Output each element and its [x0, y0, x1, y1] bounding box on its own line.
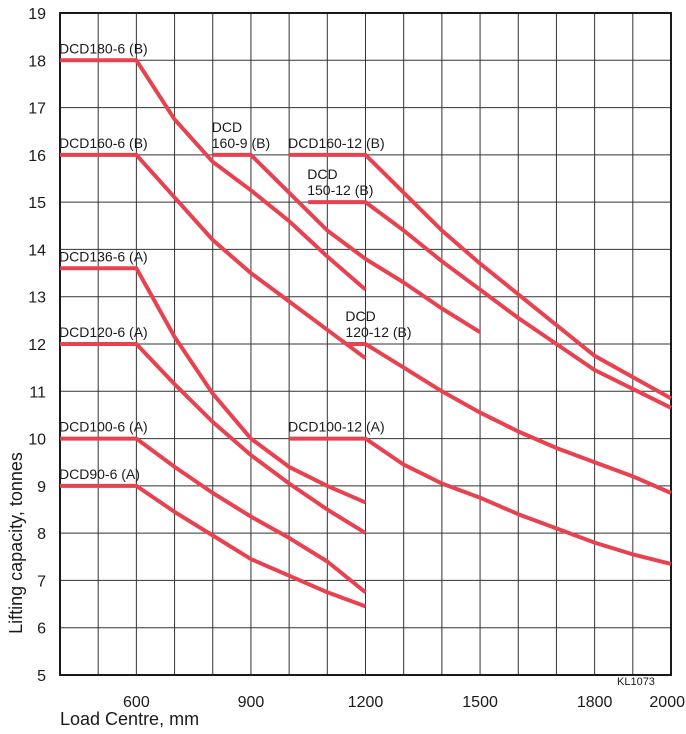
y-tick-label: 19 [28, 6, 46, 23]
y-axis-label: Lifting capacity, tonnes [6, 452, 26, 634]
y-tick-label: 5 [37, 668, 46, 685]
series-label: DCD100-6 (A) [59, 419, 148, 435]
series-line [346, 342, 672, 495]
series-line [60, 266, 367, 505]
y-tick-label: 8 [37, 526, 46, 543]
x-tick-label: 900 [238, 694, 265, 711]
x-tick-label: 1500 [462, 694, 498, 711]
series-label: DCD90-6 (A) [59, 466, 140, 482]
y-tick-label: 6 [37, 621, 46, 638]
y-tick-label: 17 [28, 101, 46, 118]
y-tick-label: 7 [37, 573, 46, 590]
x-axis-label: Load Centre, mm [60, 709, 199, 729]
x-tick-label: 600 [123, 694, 150, 711]
y-tick-label: 11 [29, 384, 46, 401]
series-lines [60, 58, 672, 609]
y-tick-label: 13 [28, 290, 46, 307]
x-tick-label: 2000 [649, 694, 685, 711]
y-tick-label: 12 [28, 337, 46, 354]
x-tick-label: 1800 [577, 694, 613, 711]
y-tick-label: 16 [28, 148, 46, 165]
series-label: DCD180-6 (B) [59, 40, 148, 56]
series-line [60, 436, 367, 594]
series-label: DCD 120-12 (B) [345, 308, 411, 340]
series-label: DCD 150-12 (B) [307, 166, 373, 198]
series-line [60, 152, 367, 360]
x-axis-ticks: 600 900 1200 1500 1800 2000 [123, 694, 685, 711]
series-label: DCD120-6 (A) [59, 324, 148, 340]
series-line [289, 436, 672, 566]
y-tick-label: 10 [28, 432, 46, 449]
series-line [60, 342, 367, 535]
series-label: DCD 160-9 (B) [212, 119, 270, 151]
series-label: DCD160-12 (B) [288, 135, 384, 151]
series-line [60, 58, 367, 292]
series-labels: DCD180-6 (B) DCD160-6 (B) DCD 160-9 (B) DCD1… [59, 40, 412, 482]
y-tick-label: 18 [28, 53, 46, 70]
y-tick-label: 15 [28, 195, 46, 212]
y-axis-ticks: 5 6 7 8 9 10 11 12 13 14 15 16 17 18 19 [28, 6, 46, 685]
y-tick-label: 9 [37, 479, 46, 496]
x-tick-label: 1200 [348, 694, 384, 711]
series-label: DCD160-6 (B) [59, 135, 148, 151]
series-line [212, 152, 482, 334]
series-label: DCD136-6 (A) [59, 248, 148, 264]
series-line [60, 483, 367, 609]
series-label: DCD100-12 (A) [288, 419, 384, 435]
figure-code: KL1073 [617, 676, 655, 688]
series-line [289, 152, 672, 401]
series-line [308, 200, 672, 410]
y-tick-label: 14 [28, 242, 46, 259]
